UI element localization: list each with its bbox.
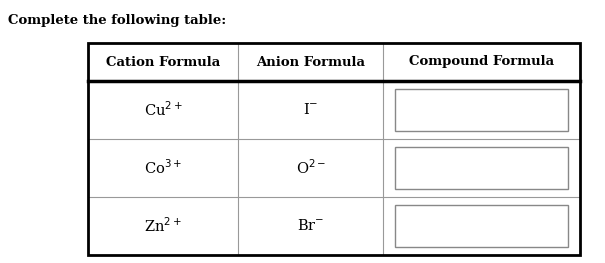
Text: Compound Formula: Compound Formula — [409, 55, 554, 68]
Text: Cu$^{2+}$: Cu$^{2+}$ — [143, 101, 183, 119]
Text: Anion Formula: Anion Formula — [256, 55, 365, 68]
Text: Br$^{-}$: Br$^{-}$ — [297, 219, 324, 234]
Bar — [395, 89, 568, 131]
Text: O$^{2-}$: O$^{2-}$ — [296, 159, 325, 177]
Bar — [395, 147, 568, 189]
Text: I$^{-}$: I$^{-}$ — [303, 103, 318, 118]
Text: Zn$^{2+}$: Zn$^{2+}$ — [144, 217, 182, 235]
Text: Cation Formula: Cation Formula — [106, 55, 220, 68]
Bar — [88, 43, 580, 255]
Text: Complete the following table:: Complete the following table: — [8, 14, 226, 27]
Text: Co$^{3+}$: Co$^{3+}$ — [144, 159, 182, 177]
Bar — [395, 205, 568, 247]
